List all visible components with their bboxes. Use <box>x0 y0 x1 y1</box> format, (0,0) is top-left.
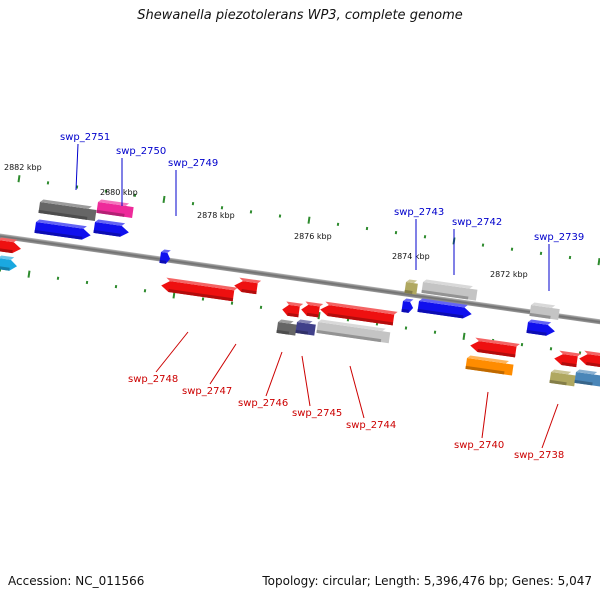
gene-swp2749 <box>159 249 171 264</box>
callout-line <box>481 391 489 439</box>
tick-mark <box>336 222 340 226</box>
genome-summary: Topology: circular; Length: 5,396,476 bp… <box>262 574 592 588</box>
gene-label-g2751: swp_2751 <box>60 132 110 143</box>
gene-swp2740 <box>465 355 514 376</box>
tick-mark <box>249 210 253 214</box>
tick-mark <box>191 201 195 206</box>
tick-mark <box>230 301 234 305</box>
gene-label-g2747: swp_2747 <box>182 386 232 397</box>
tick-mark <box>17 175 21 183</box>
callout-line <box>349 365 365 419</box>
tick-mark <box>162 195 166 204</box>
tick-mark <box>481 243 485 247</box>
gene-steel-right <box>574 369 600 387</box>
tick-mark <box>46 181 50 185</box>
gene-label-g2738: swp_2738 <box>514 450 564 461</box>
gene-left-cyan <box>0 255 18 271</box>
tick-mark <box>510 247 514 251</box>
callout-line <box>155 331 189 373</box>
callout-line <box>265 351 283 397</box>
tick-mark <box>568 255 572 260</box>
gene-left-red <box>0 237 21 254</box>
position-label: 2872 kbp <box>490 270 528 279</box>
tick-mark <box>27 270 31 278</box>
gene-swp2745 <box>295 319 316 336</box>
gene-swp2747 <box>234 277 262 295</box>
callout-line <box>209 343 237 385</box>
gene-swp2744-red <box>320 301 398 326</box>
gene-swp2751 <box>38 199 97 221</box>
tick-mark <box>172 291 176 299</box>
gene-label-g2740: swp_2740 <box>454 440 504 451</box>
tick-mark <box>104 189 108 193</box>
gene-label-g2746: swp_2746 <box>238 398 288 409</box>
gene-label-g2743: swp_2743 <box>394 207 444 218</box>
map-title: Shewanella piezotolerans WP3, complete g… <box>137 8 463 23</box>
gene-red-2740 <box>470 337 520 358</box>
gene-swp2743 <box>404 279 418 295</box>
accession-label: Accession: NC_011566 <box>8 574 145 588</box>
gene-red-right-2 <box>579 350 600 368</box>
tick-mark <box>201 297 205 301</box>
gene-blue-small <box>401 298 414 313</box>
gene-swp2750 <box>96 199 134 218</box>
tick-mark <box>307 216 311 224</box>
callout-line <box>301 355 311 407</box>
tick-mark <box>220 206 224 210</box>
tick-mark <box>278 214 282 218</box>
tick-mark <box>56 276 60 280</box>
gene-swp2744 <box>316 319 391 344</box>
position-label: 2878 kbp <box>197 211 235 220</box>
tick-mark <box>404 326 408 330</box>
gene-swp2742 <box>417 298 472 319</box>
callout-line <box>541 403 559 449</box>
gene-features <box>0 199 600 387</box>
tick-mark <box>423 235 427 239</box>
tick-mark <box>114 284 118 289</box>
tick-mark <box>143 289 147 293</box>
gene-swp2746a <box>282 301 304 318</box>
tick-mark <box>133 193 137 197</box>
gene-blue-1 <box>34 219 91 240</box>
position-label: 2876 kbp <box>294 232 332 241</box>
genome-backbone <box>0 231 600 327</box>
position-label: 2874 kbp <box>392 252 430 261</box>
outer-tick-track <box>17 175 600 266</box>
tick-mark <box>520 343 524 347</box>
callout-line <box>75 143 79 191</box>
tick-mark <box>394 231 398 235</box>
tick-mark <box>539 251 543 255</box>
tick-mark <box>85 280 89 285</box>
gene-swp2748 <box>161 277 238 302</box>
tick-mark <box>549 347 553 351</box>
tick-mark <box>433 330 437 334</box>
gene-label-g2739: swp_2739 <box>534 232 584 243</box>
gene-gray-small <box>276 319 297 336</box>
tick-mark <box>259 305 263 309</box>
gene-red-right-1 <box>554 350 582 368</box>
gene-label-g2748: swp_2748 <box>128 374 178 385</box>
gene-label-g2745: swp_2745 <box>292 408 342 419</box>
gene-blue-2 <box>93 219 129 237</box>
gene-swp2746b <box>301 301 324 318</box>
tick-mark <box>462 332 466 340</box>
gene-label-g2750: swp_2750 <box>116 146 166 157</box>
position-labels: 2882 kbp 2880 kbp 2878 kbp 2876 kbp 2874 kbp… <box>4 163 528 279</box>
gene-lightgray-1 <box>421 279 478 301</box>
gene-swp2738 <box>549 369 576 387</box>
gene-swp2739 <box>529 302 560 320</box>
position-label: 2880 kbp <box>100 188 138 197</box>
gene-blue-2739 <box>526 319 555 336</box>
backbone-line <box>0 231 600 327</box>
gene-label-g2742: swp_2742 <box>452 217 502 228</box>
position-label: 2882 kbp <box>4 163 42 172</box>
gene-label-g2744: swp_2744 <box>346 420 396 431</box>
tick-mark <box>365 226 369 231</box>
gene-label-g2749: swp_2749 <box>168 158 218 169</box>
